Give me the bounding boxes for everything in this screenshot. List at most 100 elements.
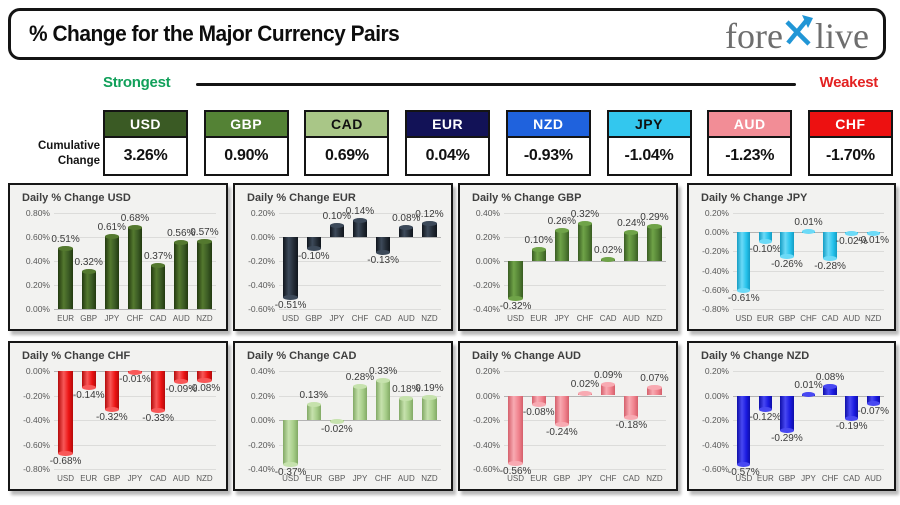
y-axis-tick-label: -0.20% [473, 415, 500, 425]
x-axis-category-label: CAD [149, 314, 167, 323]
bar-cap [283, 295, 298, 301]
x-axis-category-label: JPY [801, 474, 816, 483]
y-axis-tick-label: -0.40% [473, 304, 500, 314]
bar-jpy [801, 392, 816, 398]
gridline [54, 395, 216, 397]
y-axis-tick-label: 0.20% [250, 390, 275, 401]
x-axis-category-label: USD [282, 474, 300, 483]
bar-value-label: -0.01% [857, 235, 890, 247]
bar-value-label: 0.13% [299, 390, 328, 402]
bar-gbp [554, 395, 570, 427]
bar-value-label: -0.10% [297, 251, 330, 262]
bar-cap [399, 395, 414, 401]
x-axis-category-label: AUD [864, 474, 882, 483]
chart-title: Daily % Change USD [22, 192, 131, 204]
bar-value-label: 0.32% [570, 208, 600, 220]
y-axis-tick-label: 0.20% [475, 366, 500, 376]
bar-value-label: -0.19% [835, 420, 868, 432]
bar-value-label: 0.57% [190, 226, 219, 238]
y-axis-tick-label: -0.40% [248, 280, 275, 290]
y-axis-tick-label: -0.60% [473, 464, 500, 474]
bar-value-label: -0.56% [499, 466, 532, 478]
chart-panel-gbp: Daily % Change GBP 0.40% 0.20% 0.00% -0.20% -… [458, 183, 678, 331]
bar-value-label: 0.12% [415, 208, 444, 220]
bar-value-label: -0.68% [49, 456, 82, 468]
bar-eur [758, 395, 773, 413]
bar-jpy [554, 227, 570, 261]
y-axis-tick-label: 0.40% [25, 256, 50, 266]
bar-usd [737, 395, 751, 468]
bar-chf [375, 377, 391, 420]
gridline [504, 309, 666, 310]
bar-usd [58, 371, 73, 457]
bar-cad [844, 395, 859, 421]
bar-cap [823, 383, 837, 389]
bar-value-label: -0.33% [142, 413, 174, 425]
bar-cap [306, 246, 321, 251]
gridline [279, 469, 441, 470]
bar-value-label: -0.37% [274, 467, 307, 479]
bar-cap [737, 287, 751, 293]
bar-value-label: 0.24% [617, 218, 646, 230]
x-axis-category-label: CHF [599, 474, 617, 483]
bar-value-label: -0.14% [72, 390, 105, 402]
bar-cap [554, 227, 570, 233]
bar-cad [375, 237, 391, 255]
x-axis-category-label: NZD [864, 314, 882, 323]
gridline [733, 371, 884, 372]
bar-cad [624, 395, 639, 420]
bar-value-label: 0.51% [51, 233, 80, 245]
gridline [504, 420, 666, 421]
bar-gbp [780, 232, 794, 260]
gridline [733, 289, 884, 291]
y-axis-tick-label: 0.20% [704, 366, 729, 376]
x-axis-category-label: JPY [352, 474, 368, 483]
bar-value-label: -0.12% [749, 412, 782, 424]
bar-cap [600, 256, 616, 262]
bar-value-label: 0.18% [392, 383, 421, 395]
bar-value-label: -0.28% [814, 261, 846, 273]
x-axis-category-label: CHF [126, 314, 144, 323]
bar-cap [283, 462, 298, 468]
y-axis-tick-label: 0.00% [25, 304, 50, 314]
bar-chf [823, 383, 837, 396]
currency-code: JPY [606, 110, 692, 138]
gridline [279, 261, 441, 262]
bar-cap [554, 421, 570, 427]
currency-code: NZD [505, 110, 591, 138]
x-axis-category-label: USD [507, 474, 525, 483]
bar-cap [624, 230, 639, 236]
y-axis-tick-label: 0.20% [475, 232, 500, 242]
bar-eur [81, 371, 96, 391]
x-axis-category-label: CHF [351, 314, 369, 323]
bar-cap [801, 229, 816, 235]
currency-code: EUR [405, 110, 491, 138]
bar-cap [600, 382, 616, 388]
y-axis-tick-label: 0.60% [25, 232, 50, 242]
currency-badge-usd: USD 3.26% [103, 110, 188, 176]
x-axis-category-label: CAD [599, 314, 617, 323]
bar-cad [150, 371, 166, 414]
bar-cad [823, 232, 837, 262]
x-axis-category-label: USD [57, 474, 75, 483]
x-axis-category-label: USD [735, 314, 753, 323]
bar-cap [647, 224, 662, 230]
bar-aud [624, 230, 639, 261]
bar-eur [531, 395, 546, 408]
bar-cap [81, 268, 96, 274]
cumulative-value: 3.26% [103, 138, 188, 176]
gridline [54, 309, 216, 310]
bar-value-label: -0.18% [615, 419, 648, 431]
gridline [279, 237, 441, 238]
cumulative-value: -0.93% [505, 138, 591, 176]
y-axis-tick-label: -0.60% [248, 304, 275, 314]
y-axis-tick-label: -0.20% [248, 256, 275, 266]
bar-value-label: 0.33% [368, 365, 398, 377]
x-axis-category-label: GBP [778, 474, 796, 483]
bar-cap [780, 254, 794, 260]
y-axis-tick-label: -0.60% [23, 439, 50, 450]
bar-nzd [647, 224, 662, 261]
chart-panel-aud: Daily % Change AUD 0.20% 0.00% -0.20% -0.40%… [458, 341, 678, 491]
x-axis-category-label: CAD [622, 474, 640, 483]
bar-nzd [647, 384, 662, 396]
